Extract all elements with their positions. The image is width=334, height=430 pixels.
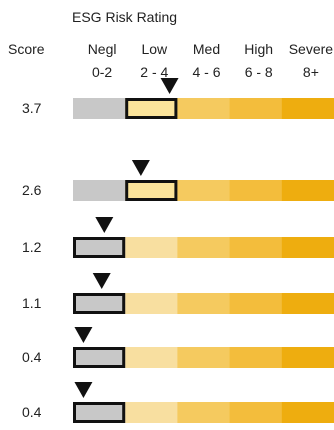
- score-label: 1.2: [22, 239, 42, 255]
- score-marker-icon: [74, 327, 93, 343]
- category-range-negl: 0-2: [92, 64, 112, 80]
- band-segment-med: [177, 98, 231, 119]
- category-range-severe: 8+: [303, 64, 319, 80]
- band-segment-severe: [281, 347, 334, 368]
- band-segment-low: [125, 98, 178, 119]
- category-range-high: 6 - 8: [245, 64, 273, 80]
- category-name-low: Low: [141, 41, 168, 57]
- band-segment-negl: [73, 293, 126, 314]
- band-segment-high: [229, 293, 283, 314]
- score-label: 1.1: [22, 295, 42, 311]
- active-band-outline: [125, 98, 178, 119]
- score-marker-icon: [74, 382, 93, 398]
- rating-row: 0.4: [22, 382, 334, 423]
- rating-rows: 3.7 2.6 1.2 1.1 0.4 0.4: [22, 78, 334, 423]
- band-segment-negl: [73, 180, 126, 201]
- active-band-outline: [73, 237, 126, 258]
- band-segment-negl: [73, 98, 126, 119]
- band-segment-low: [125, 180, 178, 201]
- category-range-low: 2 - 4: [140, 64, 168, 80]
- rating-row: 1.2: [22, 217, 334, 258]
- band-segment-negl: [73, 347, 126, 368]
- band-segment-high: [229, 98, 283, 119]
- band-segment-severe: [281, 180, 334, 201]
- band-segment-high: [229, 237, 283, 258]
- category-name-severe: Severe: [289, 41, 334, 57]
- band-segment-negl: [73, 402, 126, 423]
- score-label: 0.4: [22, 349, 42, 365]
- score-label: 2.6: [22, 182, 42, 198]
- band-segment-med: [177, 180, 231, 201]
- score-marker-icon: [160, 78, 179, 94]
- category-range-med: 4 - 6: [192, 64, 220, 80]
- rating-row: 2.6: [22, 160, 334, 201]
- active-band-outline: [73, 293, 126, 314]
- band-segment-negl: [73, 237, 126, 258]
- band-segment-high: [229, 347, 283, 368]
- category-name-high: High: [244, 41, 273, 57]
- rating-row: 3.7: [22, 78, 334, 119]
- category-name-med: Med: [193, 41, 220, 57]
- score-marker-icon: [131, 160, 150, 176]
- active-band-outline: [73, 402, 126, 423]
- category-headers: Negl 0-2 Low 2 - 4 Med 4 - 6 High 6 - 8 Severe 8+: [88, 41, 334, 80]
- chart-title: ESG Risk Rating: [72, 9, 177, 25]
- active-band-outline: [125, 180, 178, 201]
- score-marker-icon: [95, 217, 114, 233]
- band-segment-severe: [281, 293, 334, 314]
- band-segment-high: [229, 402, 283, 423]
- band-segment-low: [125, 347, 178, 368]
- score-marker-icon: [92, 273, 111, 289]
- score-column-header: Score: [8, 41, 45, 57]
- rating-row: 0.4: [22, 327, 334, 368]
- band-segment-severe: [281, 237, 334, 258]
- band-segment-low: [125, 402, 178, 423]
- band-segment-med: [177, 237, 231, 258]
- band-segment-med: [177, 293, 231, 314]
- score-label: 0.4: [22, 404, 42, 420]
- rating-row: 1.1: [22, 273, 334, 314]
- active-band-outline: [73, 347, 126, 368]
- band-segment-severe: [281, 98, 334, 119]
- score-label: 3.7: [22, 100, 42, 116]
- band-segment-med: [177, 402, 231, 423]
- band-segment-low: [125, 293, 178, 314]
- band-segment-high: [229, 180, 283, 201]
- category-name-negl: Negl: [88, 41, 117, 57]
- band-segment-med: [177, 347, 231, 368]
- band-segment-low: [125, 237, 178, 258]
- band-segment-severe: [281, 402, 334, 423]
